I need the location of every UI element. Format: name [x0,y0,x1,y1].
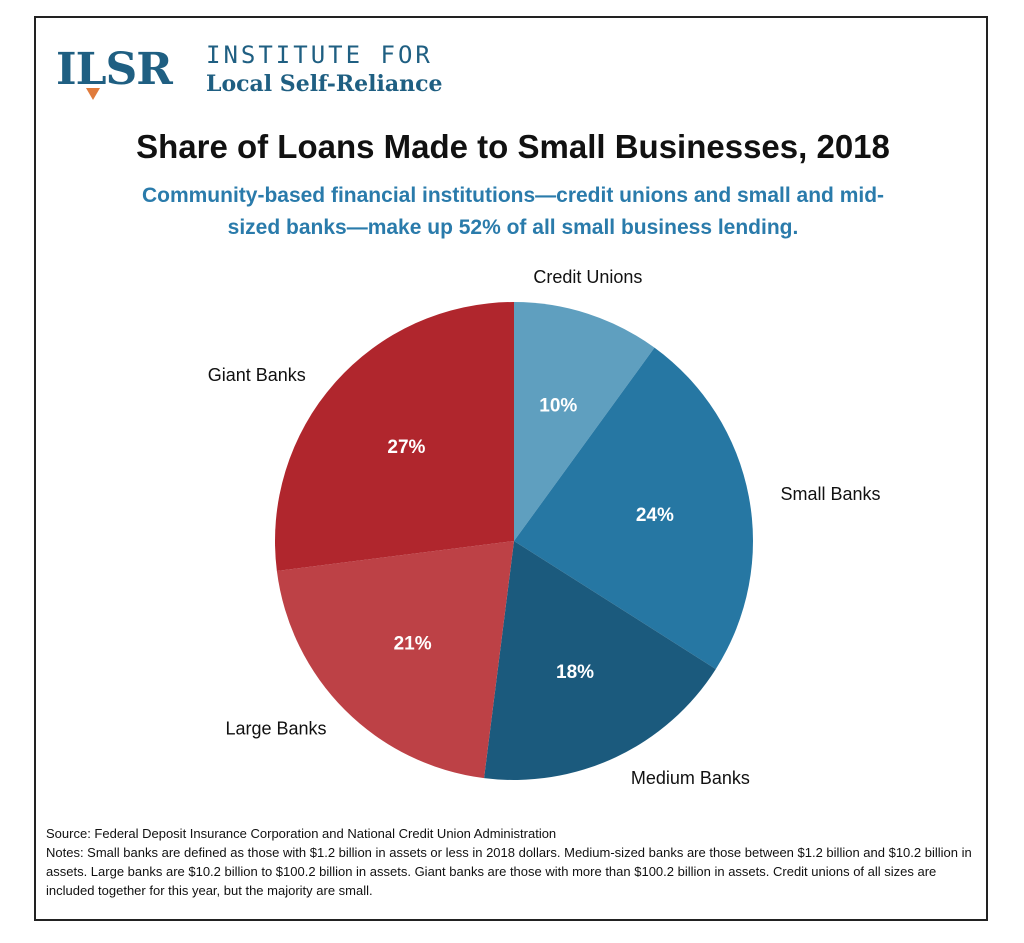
logo-mark: ILSR [56,44,173,95]
pie-slice-small-banks [514,347,753,670]
pie-chart: 10% Credit Unions 24% Small Banks 18% Medium … [208,267,881,788]
slice-value-label: 27% [387,437,425,458]
category-label: Large Banks [225,718,326,738]
category-label: Medium Banks [631,768,750,788]
slice-value-label: 24% [636,505,674,526]
category-label: Giant Banks [208,365,306,385]
pie-slice-giant-banks [275,302,514,571]
pie-slice-credit-unions [514,302,655,541]
pie-slice-large-banks [276,541,514,779]
category-label: Small Banks [781,484,881,504]
logo-line-1: INSTITUTE FOR [206,41,433,69]
slice-value-label: 10% [539,396,577,417]
category-label: Credit Unions [533,267,642,287]
slice-value-label: 18% [556,662,594,683]
chart-title: Share of Loans Made to Small Businesses,… [136,128,890,165]
footer-notes: Source: Federal Deposit Insurance Corpor… [46,824,976,900]
pie-slice-medium-banks [484,541,716,780]
chart-subtitle: Community-based financial institutions—c… [141,184,885,239]
source-note: Source: Federal Deposit Insurance Corpor… [46,826,557,841]
logo-line-2: Local Self-Reliance [206,71,443,97]
slice-value-label: 21% [394,633,432,654]
chart-frame: ILSR INSTITUTE FOR Local Self-Reliance S… [34,16,988,921]
logo-triangle-icon [86,88,100,100]
definitions-note: Notes: Small banks are defined as those … [46,845,972,898]
